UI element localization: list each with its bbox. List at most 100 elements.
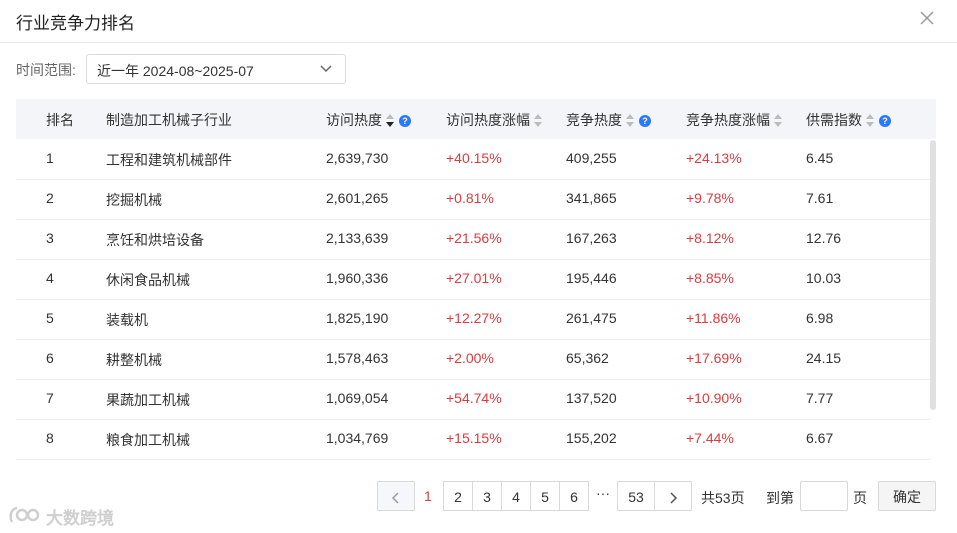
cell-comp-heat: 65,362 bbox=[566, 350, 609, 366]
cell-visit-growth: +2.00% bbox=[446, 350, 494, 366]
cell-visit-heat: 2,133,639 bbox=[326, 230, 389, 246]
cell-supply-index: 7.77 bbox=[806, 390, 834, 406]
cell-visit-heat: 2,639,730 bbox=[326, 150, 389, 166]
cell-supply-index: 10.03 bbox=[806, 270, 842, 286]
table-row[interactable]: 7 果蔬加工机械 1,069,054 +54.74% 137,520 +10.9… bbox=[16, 379, 930, 420]
col-comp-growth-label: 竞争热度涨幅 bbox=[686, 112, 770, 128]
total-pages: 共53页 bbox=[701, 490, 745, 506]
cell-rank: 4 bbox=[46, 270, 54, 286]
cell-industry: 烹饪和烘培设备 bbox=[106, 232, 204, 248]
goto-page-input[interactable] bbox=[800, 481, 848, 511]
cell-industry: 粮食加工机械 bbox=[106, 432, 190, 448]
dialog-title: 行业竞争力排名 bbox=[16, 14, 135, 33]
goto-label: 到第 bbox=[766, 490, 794, 506]
cell-industry: 装载机 bbox=[106, 312, 148, 328]
help-icon[interactable]: ? bbox=[639, 115, 651, 128]
close-icon[interactable] bbox=[917, 8, 937, 28]
cell-comp-growth: +11.86% bbox=[686, 310, 741, 326]
sort-icon[interactable] bbox=[534, 114, 543, 128]
time-range-select[interactable]: 近一年 2024-08~2025-07 bbox=[86, 54, 346, 84]
cell-comp-growth: +8.12% bbox=[686, 230, 734, 246]
page-button[interactable]: 3 bbox=[472, 481, 502, 511]
next-page-button[interactable] bbox=[654, 481, 692, 511]
table-scrollbar[interactable] bbox=[930, 140, 936, 410]
cell-supply-index: 7.61 bbox=[806, 190, 834, 206]
col-visit-heat[interactable]: 访问热度? bbox=[326, 110, 411, 130]
cell-comp-heat: 409,255 bbox=[566, 150, 617, 166]
table-row[interactable]: 5 装载机 1,825,190 +12.27% 261,475 +11.86% … bbox=[16, 299, 930, 340]
col-industry-label: 制造加工机械子行业 bbox=[106, 112, 232, 128]
cell-comp-heat: 155,202 bbox=[566, 430, 617, 446]
chevron-right-icon bbox=[670, 492, 678, 504]
cell-visit-growth: +15.15% bbox=[446, 430, 502, 446]
page-button[interactable]: 6 bbox=[559, 481, 589, 511]
cell-industry: 耕整机械 bbox=[106, 352, 162, 368]
cell-visit-growth: +12.27% bbox=[446, 310, 502, 326]
page-ellipsis: ··· bbox=[596, 485, 610, 501]
page-button[interactable]: 2 bbox=[443, 481, 473, 511]
dialog-header: 行业竞争力排名 bbox=[0, 0, 957, 43]
cell-rank: 8 bbox=[46, 430, 54, 446]
table-header: 排名 制造加工机械子行业 访问热度? 访问热度涨幅 竞争热度? 竞争热度涨幅 供… bbox=[16, 99, 936, 139]
cell-visit-heat: 1,960,336 bbox=[326, 270, 389, 286]
sort-icon[interactable] bbox=[774, 114, 783, 128]
table-row[interactable]: 8 粮食加工机械 1,034,769 +15.15% 155,202 +7.44… bbox=[16, 419, 930, 460]
table-row[interactable]: 6 耕整机械 1,578,463 +2.00% 65,362 +17.69% 2… bbox=[16, 339, 930, 380]
cell-comp-growth: +8.85% bbox=[686, 270, 734, 286]
time-range-label: 时间范围: bbox=[16, 62, 76, 78]
prev-page-button[interactable] bbox=[377, 481, 415, 511]
table-row[interactable]: 2 挖掘机械 2,601,265 +0.81% 341,865 +9.78% 7… bbox=[16, 179, 930, 220]
page-current[interactable]: 1 bbox=[424, 488, 432, 504]
pagination: 1 2 3 4 5 6 ··· 53 共53页 到第 页 确定 bbox=[0, 481, 957, 513]
cell-rank: 2 bbox=[46, 190, 54, 206]
page-button-last[interactable]: 53 bbox=[617, 481, 655, 511]
table-row[interactable]: 1 工程和建筑机械部件 2,639,730 +40.15% 409,255 +2… bbox=[16, 139, 930, 180]
help-icon[interactable]: ? bbox=[399, 115, 411, 128]
confirm-button[interactable]: 确定 bbox=[878, 481, 936, 511]
cell-comp-growth: +17.69% bbox=[686, 350, 742, 366]
cell-supply-index: 6.98 bbox=[806, 310, 834, 326]
col-visit-growth[interactable]: 访问热度涨幅 bbox=[446, 110, 543, 130]
cell-industry: 休闲食品机械 bbox=[106, 272, 190, 288]
cell-supply-index: 6.45 bbox=[806, 150, 834, 166]
cell-comp-heat: 195,446 bbox=[566, 270, 617, 286]
page-unit-label: 页 bbox=[853, 490, 867, 506]
cell-comp-heat: 261,475 bbox=[566, 310, 617, 326]
cell-visit-growth: +40.15% bbox=[446, 150, 502, 166]
watermark-text: 大数跨境 bbox=[46, 509, 114, 528]
cell-visit-heat: 1,034,769 bbox=[326, 430, 389, 446]
sort-icon[interactable] bbox=[626, 114, 635, 128]
page-button[interactable]: 5 bbox=[530, 481, 560, 511]
cell-visit-heat: 2,601,265 bbox=[326, 190, 389, 206]
table-row[interactable]: 4 休闲食品机械 1,960,336 +27.01% 195,446 +8.85… bbox=[16, 259, 930, 300]
cell-comp-growth: +9.78% bbox=[686, 190, 734, 206]
col-supply-index-label: 供需指数 bbox=[806, 112, 862, 128]
cell-rank: 5 bbox=[46, 310, 54, 326]
cell-comp-growth: +24.13% bbox=[686, 150, 742, 166]
page-button[interactable]: 4 bbox=[501, 481, 531, 511]
cell-rank: 3 bbox=[46, 230, 54, 246]
brand-logo-icon bbox=[9, 506, 40, 523]
cell-visit-growth: +21.56% bbox=[446, 230, 502, 246]
cell-comp-heat: 137,520 bbox=[566, 390, 617, 406]
help-icon[interactable]: ? bbox=[879, 115, 891, 128]
col-visit-growth-label: 访问热度涨幅 bbox=[446, 112, 530, 128]
col-comp-heat[interactable]: 竞争热度? bbox=[566, 110, 651, 130]
sort-icon[interactable] bbox=[386, 114, 395, 128]
col-comp-growth[interactable]: 竞争热度涨幅 bbox=[686, 110, 783, 130]
cell-comp-heat: 341,865 bbox=[566, 190, 617, 206]
cell-supply-index: 24.15 bbox=[806, 350, 842, 366]
table-row[interactable]: 3 烹饪和烘培设备 2,133,639 +21.56% 167,263 +8.1… bbox=[16, 219, 930, 260]
cell-industry: 工程和建筑机械部件 bbox=[106, 152, 232, 168]
chevron-left-icon bbox=[391, 492, 399, 504]
chevron-down-icon bbox=[320, 65, 332, 73]
sort-icon[interactable] bbox=[866, 114, 875, 128]
cell-comp-growth: +10.90% bbox=[686, 390, 742, 406]
col-rank-label: 排名 bbox=[46, 112, 74, 128]
col-rank: 排名 bbox=[46, 110, 74, 130]
col-supply-index[interactable]: 供需指数? bbox=[806, 110, 891, 130]
cell-supply-index: 6.67 bbox=[806, 430, 834, 446]
cell-rank: 6 bbox=[46, 350, 54, 366]
cell-comp-growth: +7.44% bbox=[686, 430, 734, 446]
col-comp-heat-label: 竞争热度 bbox=[566, 112, 622, 128]
